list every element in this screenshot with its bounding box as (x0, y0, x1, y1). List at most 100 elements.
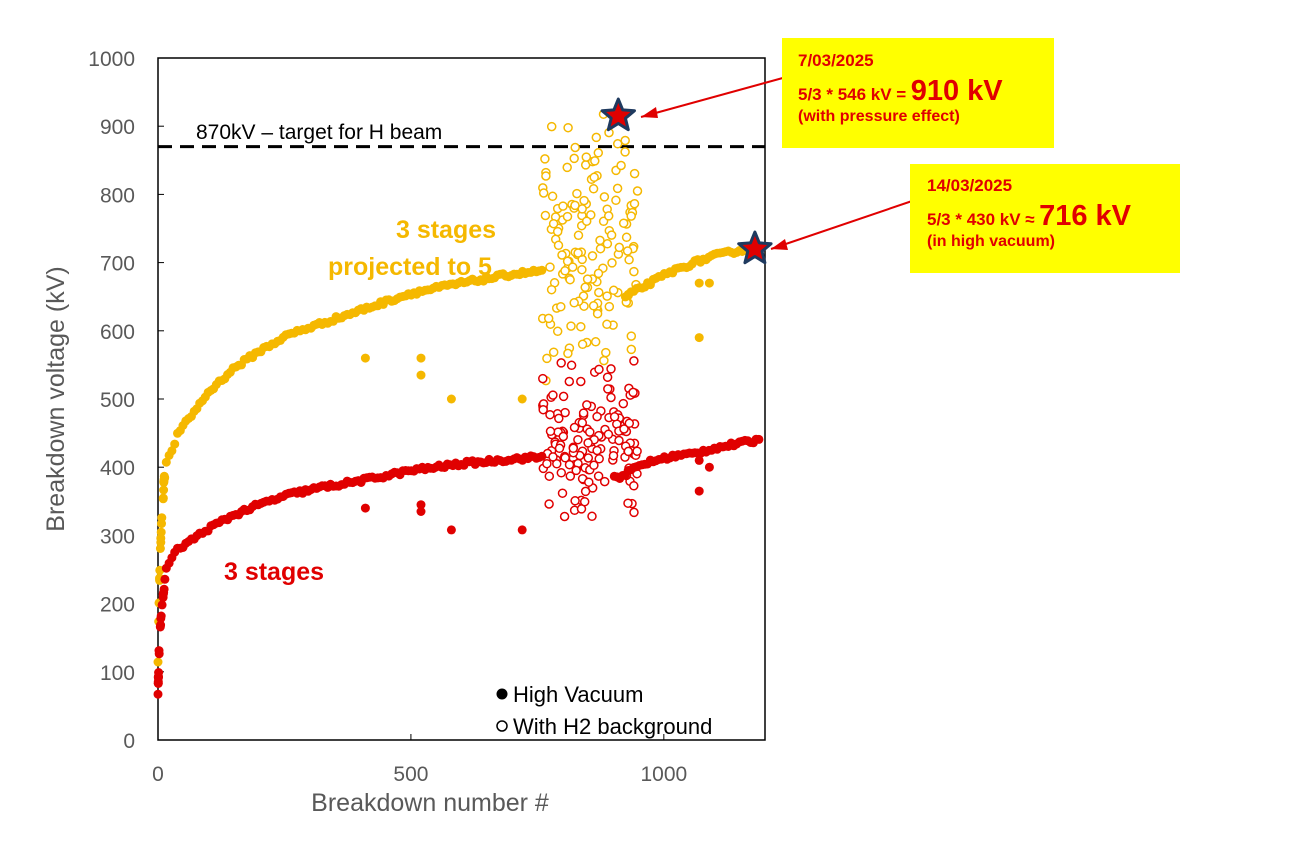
y-axis-ticks: 0 100 200 300 400 500 600 700 800 900 1000 (88, 48, 164, 753)
data-point-red_hv (694, 455, 704, 465)
data-point-orange_h2 (581, 152, 592, 162)
data-point-orange_h2 (562, 256, 573, 267)
data-point-orange_h2 (612, 183, 623, 194)
data-point-orange_hv (157, 519, 166, 529)
data-point-red_h2 (548, 452, 558, 462)
data-point-red_h2 (579, 496, 590, 507)
data-point-red_hv (754, 434, 764, 444)
data-point-red_hv (446, 525, 456, 535)
data-point-orange_h2 (621, 232, 632, 243)
data-point-red_hv (153, 678, 163, 688)
data-point-orange_h2 (557, 250, 567, 260)
data-point-red_h2 (538, 373, 548, 384)
data-point-orange_h2 (562, 211, 573, 222)
x-axis-title: Breakdown number # (311, 789, 549, 817)
data-point-red_h2 (576, 376, 586, 387)
data-point-orange_hv (159, 485, 169, 495)
legend: High Vacuum With H2 background (496, 682, 712, 739)
data-point-red_h2 (571, 465, 581, 476)
data-point-red_h2 (603, 429, 614, 440)
data-point-red_h2 (628, 387, 638, 398)
plot-area (157, 57, 766, 741)
data-point-orange_hv (158, 493, 168, 503)
data-point-red_h2 (592, 411, 602, 422)
scatter-points (153, 107, 764, 699)
x-axis-ticks: 0 500 1000 (152, 734, 687, 786)
data-point-orange_h2 (592, 308, 603, 319)
data-point-orange_hv (446, 394, 456, 404)
data-point-red_h2 (623, 446, 634, 457)
data-point-red_h2 (554, 443, 565, 454)
data-point-orange_hv (360, 353, 370, 363)
y-axis-title: Breakdown voltage (kV) (42, 266, 70, 531)
data-point-orange_h2 (563, 122, 573, 133)
data-point-orange_h2 (611, 195, 621, 206)
data-point-red_hv (517, 525, 527, 535)
data-point-red_h2 (632, 446, 642, 456)
y-tick-label: 900 (100, 116, 135, 139)
data-point-orange_hv (694, 278, 704, 288)
data-point-orange_h2 (552, 226, 563, 237)
data-point-red_hv (360, 503, 370, 513)
data-point-red_h2 (587, 511, 597, 522)
data-point-orange_h2 (563, 348, 573, 359)
data-point-red_h2 (577, 418, 588, 428)
data-point-orange_h2 (558, 201, 568, 211)
data-point-orange_h2 (546, 121, 557, 132)
data-point-red_h2 (624, 418, 635, 429)
data-point-red_h2 (584, 477, 594, 487)
data-point-red_hv (694, 486, 704, 496)
data-point-orange_h2 (620, 147, 630, 157)
data-point-orange_h2 (616, 160, 626, 171)
data-point-red_h2 (629, 481, 639, 491)
data-point-orange_h2 (577, 204, 587, 214)
data-point-red_h2 (552, 459, 562, 469)
callout-1-note: (with pressure effect) (798, 108, 960, 125)
data-point-red_h2 (544, 471, 555, 481)
data-point-orange_h2 (581, 216, 592, 226)
data-point-red_h2 (556, 468, 567, 478)
data-point-red_hv (154, 649, 164, 659)
data-point-orange_h2 (603, 211, 614, 221)
data-point-red_h2 (554, 413, 564, 424)
data-point-orange_h2 (614, 242, 625, 253)
data-point-orange_h2 (608, 285, 619, 296)
series-label-orange-1: 3 stages (396, 216, 496, 244)
data-point-red_h2 (608, 450, 619, 461)
data-point-orange_h2 (601, 347, 611, 358)
y-tick-label: 600 (100, 321, 135, 344)
data-point-red_h2 (580, 486, 591, 497)
data-point-orange_h2 (566, 321, 576, 331)
data-point-orange_h2 (556, 301, 566, 312)
data-point-orange_h2 (545, 262, 555, 272)
data-point-orange_h2 (626, 331, 637, 341)
data-point-orange_h2 (582, 274, 593, 284)
annotation-arrows (640, 75, 919, 250)
annotation-arrow-1 (640, 75, 791, 118)
data-point-orange_h2 (632, 186, 643, 196)
callout-2-date: 14/03/2025 (927, 176, 1013, 195)
data-point-orange_h2 (589, 172, 599, 183)
data-point-red_h2 (570, 496, 580, 506)
data-point-red_h2 (606, 364, 616, 374)
data-point-red_h2 (594, 364, 604, 375)
data-point-orange_h2 (602, 239, 613, 249)
data-point-orange_h2 (606, 230, 617, 240)
data-point-red_h2 (619, 424, 629, 434)
data-point-orange_h2 (629, 168, 640, 179)
data-point-orange_h2 (573, 230, 584, 241)
data-point-red_h2 (548, 390, 558, 400)
annotation-arrow-2 (770, 198, 919, 250)
data-point-orange_h2 (552, 326, 563, 337)
data-point-orange_h2 (624, 255, 634, 265)
data-point-orange_hv (416, 370, 426, 380)
data-point-orange_h2 (570, 142, 580, 153)
legend-label-h2-background: With H2 background (513, 714, 712, 739)
data-point-orange_h2 (604, 301, 615, 312)
callout-1-result: 910 kV (910, 75, 1003, 107)
data-point-red_h2 (602, 372, 613, 382)
legend-label-high-vacuum: High Vacuum (513, 682, 643, 707)
y-tick-label: 0 (123, 730, 135, 753)
data-point-orange_hv (537, 265, 547, 275)
